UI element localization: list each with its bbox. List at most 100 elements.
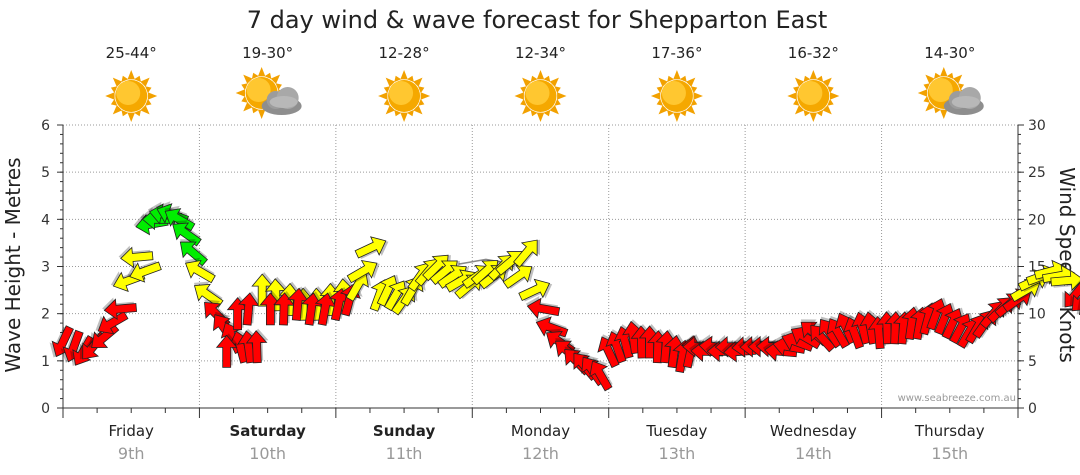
sun-ray bbox=[933, 106, 941, 114]
wind-arrow-shape bbox=[346, 260, 378, 284]
sun-ray bbox=[264, 72, 272, 80]
sun-ray bbox=[275, 83, 282, 91]
sun-ray bbox=[809, 70, 818, 80]
wind-arrow-shape bbox=[328, 287, 350, 322]
sun-ray bbox=[946, 72, 954, 80]
sun-ray bbox=[241, 83, 248, 91]
sun-ray bbox=[121, 109, 129, 117]
sun-ray bbox=[140, 105, 150, 115]
day-temperature: 12-28° bbox=[379, 44, 430, 62]
cloud bbox=[943, 87, 984, 115]
sun-ray bbox=[530, 75, 538, 83]
chart-title: 7 day wind & wave forecast for Shepparto… bbox=[247, 6, 828, 34]
sun-ray bbox=[385, 105, 395, 115]
sun-ray bbox=[251, 72, 259, 80]
wind-arrow bbox=[184, 257, 216, 284]
sun-highlight bbox=[525, 81, 550, 105]
day-temperature: 12-34° bbox=[515, 44, 566, 62]
sun-ray bbox=[658, 105, 668, 115]
right-tick-label: 30 bbox=[1028, 118, 1046, 134]
right-tick-label: 10 bbox=[1028, 307, 1046, 323]
wind-arrow-shape bbox=[526, 297, 561, 319]
sun-ray bbox=[822, 77, 832, 87]
wind-arrow-shape bbox=[663, 334, 686, 369]
sun-icon bbox=[378, 70, 431, 122]
sun-ray bbox=[925, 102, 935, 112]
wind-arrow-shape bbox=[589, 360, 613, 392]
sun-ray bbox=[270, 74, 281, 84]
wind-arrow bbox=[934, 302, 958, 336]
sun-ray bbox=[112, 105, 123, 115]
wind-arrow-shape bbox=[215, 334, 238, 368]
wind-arrow-shape bbox=[97, 311, 129, 335]
wind-arrow bbox=[589, 358, 613, 392]
sun-ray bbox=[803, 109, 811, 117]
sun-highlight bbox=[116, 81, 141, 105]
sun-ray bbox=[105, 92, 115, 100]
date-label: 14th bbox=[795, 444, 832, 463]
left-tick-label: 0 bbox=[41, 401, 50, 417]
sun-ray bbox=[520, 86, 527, 94]
sun-ray bbox=[650, 92, 661, 100]
sun-ray bbox=[549, 105, 559, 115]
day-label: Tuesday bbox=[645, 422, 707, 440]
wind-arrow bbox=[95, 310, 129, 335]
sun-ray bbox=[110, 98, 118, 106]
sun-ray bbox=[257, 109, 266, 119]
sun-ray bbox=[241, 95, 248, 103]
wind-arrow-shape bbox=[245, 330, 268, 364]
wind-arrow bbox=[525, 296, 561, 319]
sun-icon bbox=[105, 70, 158, 122]
sun-ray bbox=[251, 106, 259, 114]
wind-arrow-shape bbox=[314, 292, 337, 326]
sun-icon bbox=[787, 70, 840, 122]
wind-arrow-shape bbox=[934, 302, 956, 336]
sun-ray bbox=[536, 112, 545, 122]
sun-ray bbox=[787, 92, 797, 100]
wind-arrow bbox=[259, 290, 283, 326]
wind-arrow bbox=[164, 205, 196, 232]
sun-ray bbox=[827, 86, 834, 94]
day-temperature: 25-44° bbox=[106, 44, 157, 62]
day-label: Wednesday bbox=[770, 422, 857, 440]
sun-ray bbox=[400, 112, 408, 122]
sun-ray bbox=[667, 75, 675, 83]
sun-ray bbox=[667, 109, 675, 117]
left-tick-label: 5 bbox=[41, 165, 50, 181]
sun-ray bbox=[554, 98, 561, 106]
sun-ray bbox=[394, 109, 402, 117]
sun-ray bbox=[413, 77, 423, 87]
sun-ray bbox=[658, 77, 668, 87]
wind-arrow-shape bbox=[512, 239, 538, 268]
left-tick-label: 3 bbox=[41, 260, 50, 276]
wind-arrow bbox=[346, 260, 380, 284]
weather-icon-row bbox=[105, 67, 984, 122]
wind-arrow bbox=[245, 328, 269, 364]
sun-ray bbox=[127, 70, 135, 80]
sun-ray bbox=[147, 92, 158, 100]
wind-arrow-shape bbox=[179, 241, 208, 267]
sun-ray bbox=[400, 70, 408, 80]
sun-ray bbox=[536, 70, 545, 80]
wind-arrow-shape bbox=[518, 278, 551, 302]
sun-ray bbox=[923, 83, 930, 91]
sun-ray bbox=[378, 92, 388, 100]
cloud-highlight bbox=[951, 96, 980, 108]
day-label: Monday bbox=[511, 422, 570, 440]
wind-arrow bbox=[287, 286, 311, 321]
grid-lines bbox=[63, 124, 1019, 408]
date-label: 13th bbox=[659, 444, 696, 463]
sun-ray bbox=[822, 105, 832, 115]
sun-ray bbox=[243, 102, 253, 112]
sun-rays bbox=[650, 70, 703, 122]
wind-series bbox=[49, 201, 1080, 392]
wind-arrow bbox=[193, 281, 224, 308]
sun-ray bbox=[693, 92, 703, 100]
sun-ray bbox=[543, 109, 551, 117]
sun-rays bbox=[514, 70, 567, 122]
day-label: Saturday bbox=[229, 422, 306, 440]
sun-ray bbox=[406, 75, 414, 83]
wind-arrow-shape bbox=[185, 260, 216, 284]
sun-icon bbox=[514, 70, 567, 122]
left-axis-ticks: 0 1 2 3 4 5 6 bbox=[41, 118, 63, 417]
